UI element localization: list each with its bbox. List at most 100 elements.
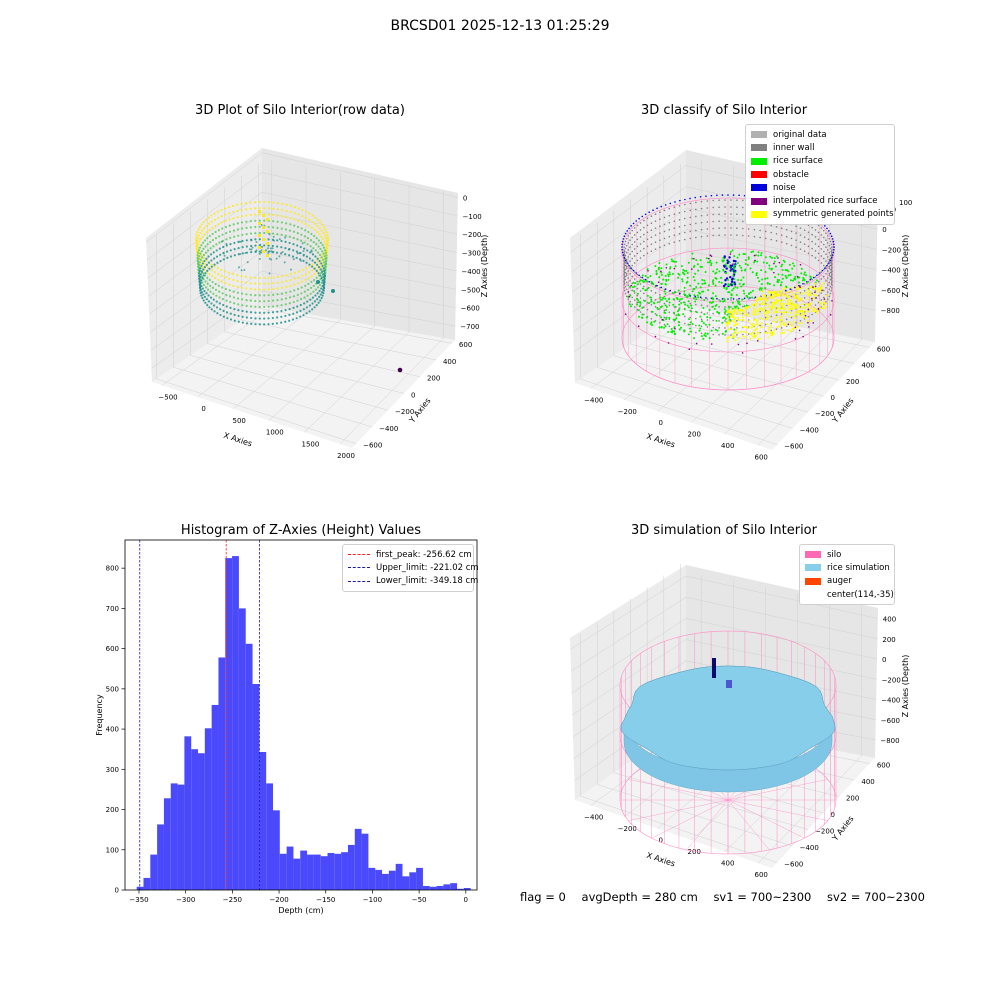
- histogram-bar: [423, 886, 430, 890]
- histogram-bar: [362, 834, 369, 890]
- x-tick-label: 1000: [266, 429, 284, 437]
- legend-swatch: [751, 158, 767, 165]
- z-tick-label: −100: [463, 213, 482, 221]
- z-tick-label: −400: [881, 697, 900, 705]
- sv1-text: sv1 = 700~2300: [713, 890, 811, 904]
- y-tick-label: 600: [106, 645, 119, 653]
- z-axis-label: Z Axies (Depth): [901, 655, 910, 718]
- histogram-bar: [402, 876, 409, 890]
- y-tick-label: 600: [877, 762, 890, 770]
- histogram-bar: [191, 749, 198, 890]
- y-tick-label: −400: [800, 426, 819, 434]
- legend-label: interpolated rice surface: [773, 196, 878, 206]
- avg-depth-text: avgDepth = 280 cm: [582, 890, 698, 904]
- histogram-bar: [198, 753, 205, 890]
- center-marker: [726, 680, 732, 688]
- histogram-bar: [321, 856, 328, 890]
- histogram-bar: [348, 845, 355, 890]
- y-tick-label: 200: [846, 795, 859, 803]
- histogram-bar: [253, 684, 260, 890]
- z-tick-label: −200: [882, 676, 901, 684]
- x-tick-label: 600: [755, 871, 768, 879]
- histogram-legend: first_peak: -256.62 cm Upper_limit: -221.…: [342, 544, 474, 592]
- y-tick-label: 0: [831, 811, 835, 819]
- x-tick-label: −400: [584, 396, 603, 404]
- z-tick-label: −400: [461, 268, 480, 276]
- z-tick-label: −200: [882, 246, 901, 254]
- x-axis-label: X Axies: [222, 431, 253, 449]
- histogram-bar: [368, 868, 375, 890]
- y-tick-label: −600: [784, 861, 803, 869]
- z-tick-label: −400: [881, 267, 900, 275]
- legend-item: obstacle: [751, 168, 889, 181]
- raw-data-3d-plot: −5000500100015002000−600−400−20002004006…: [0, 0, 500, 500]
- legend-swatch: [751, 198, 767, 205]
- y-tick-label: 600: [459, 341, 472, 349]
- x-tick-label: 400: [721, 860, 734, 868]
- histogram-bar: [273, 810, 280, 890]
- z-tick-label: 0: [882, 226, 886, 234]
- z-tick-label: −700: [460, 323, 479, 331]
- legend-line: [348, 567, 370, 568]
- histogram-bar: [143, 878, 150, 890]
- histogram-bar: [300, 851, 307, 890]
- x-tick-label: −150: [316, 896, 335, 904]
- x-tick-label: −100: [363, 896, 382, 904]
- classify-3d-plot: −400−2000200400600−600−400−2000200400600…: [500, 0, 1000, 500]
- histogram-bar: [150, 855, 157, 890]
- y-tick-label: 200: [106, 806, 119, 814]
- histogram-bar: [375, 870, 382, 890]
- histogram-bar: [232, 556, 239, 890]
- legend-label: Upper_limit: -221.02 cm: [376, 563, 479, 573]
- flag-text: flag = 0: [520, 890, 566, 904]
- histogram-bar: [239, 608, 246, 890]
- y-tick-label: −600: [784, 443, 803, 451]
- z-tick-label: −500: [461, 286, 480, 294]
- histogram-bar: [437, 886, 444, 890]
- y-tick-label: −400: [800, 844, 819, 852]
- sv2-text: sv2 = 700~2300: [827, 890, 925, 904]
- y-tick-label: 0: [411, 391, 415, 399]
- histogram-bar: [314, 855, 321, 890]
- legend-swatch: [751, 184, 767, 191]
- z-tick-label: 200: [882, 636, 895, 644]
- z-tick-label: −600: [461, 305, 480, 313]
- y-tick-label: 400: [106, 726, 119, 734]
- histogram-bar: [355, 829, 362, 890]
- legend-item: center(114,-35): [805, 588, 889, 601]
- legend-item: original data: [751, 128, 889, 141]
- y-tick-label: 0: [831, 394, 835, 402]
- histogram-bar: [396, 864, 403, 890]
- y-tick-label: 300: [106, 766, 119, 774]
- histogram-bar: [259, 752, 266, 890]
- legend-item: inner wall: [751, 141, 889, 154]
- z-axis-label: Z Axies (Depth): [901, 235, 910, 298]
- legend-item: rice surface: [751, 155, 889, 168]
- legend-label: first_peak: -256.62 cm: [376, 550, 472, 560]
- y-axis-label: Frequency: [95, 694, 104, 736]
- y-tick-label: 100: [106, 846, 119, 854]
- x-tick-label: 600: [755, 453, 768, 461]
- y-tick-label: 400: [861, 362, 874, 370]
- histogram-bar: [287, 847, 294, 890]
- y-tick-label: −400: [379, 425, 398, 433]
- legend-swatch: [805, 591, 821, 598]
- legend-swatch: [751, 131, 767, 138]
- x-tick-label: 200: [688, 431, 701, 439]
- histogram-bar: [293, 859, 300, 890]
- legend-label: noise: [773, 183, 796, 193]
- legend-item: interpolated rice surface: [751, 194, 889, 207]
- auger-marker: [712, 658, 716, 678]
- y-tick-label: 0: [115, 887, 119, 895]
- x-tick-label: −400: [584, 813, 603, 821]
- y-tick-label: 200: [846, 378, 859, 386]
- y-tick-label: 800: [106, 565, 119, 573]
- outlier-point: [398, 368, 403, 373]
- x-tick-label: 0: [659, 419, 663, 427]
- histogram-bar: [416, 868, 423, 890]
- x-tick-label: 2000: [337, 452, 355, 460]
- legend-line: [348, 554, 370, 555]
- y-tick-label: 200: [427, 375, 440, 383]
- histogram-bar: [334, 854, 341, 890]
- legend-item: symmetric generated points: [751, 208, 889, 221]
